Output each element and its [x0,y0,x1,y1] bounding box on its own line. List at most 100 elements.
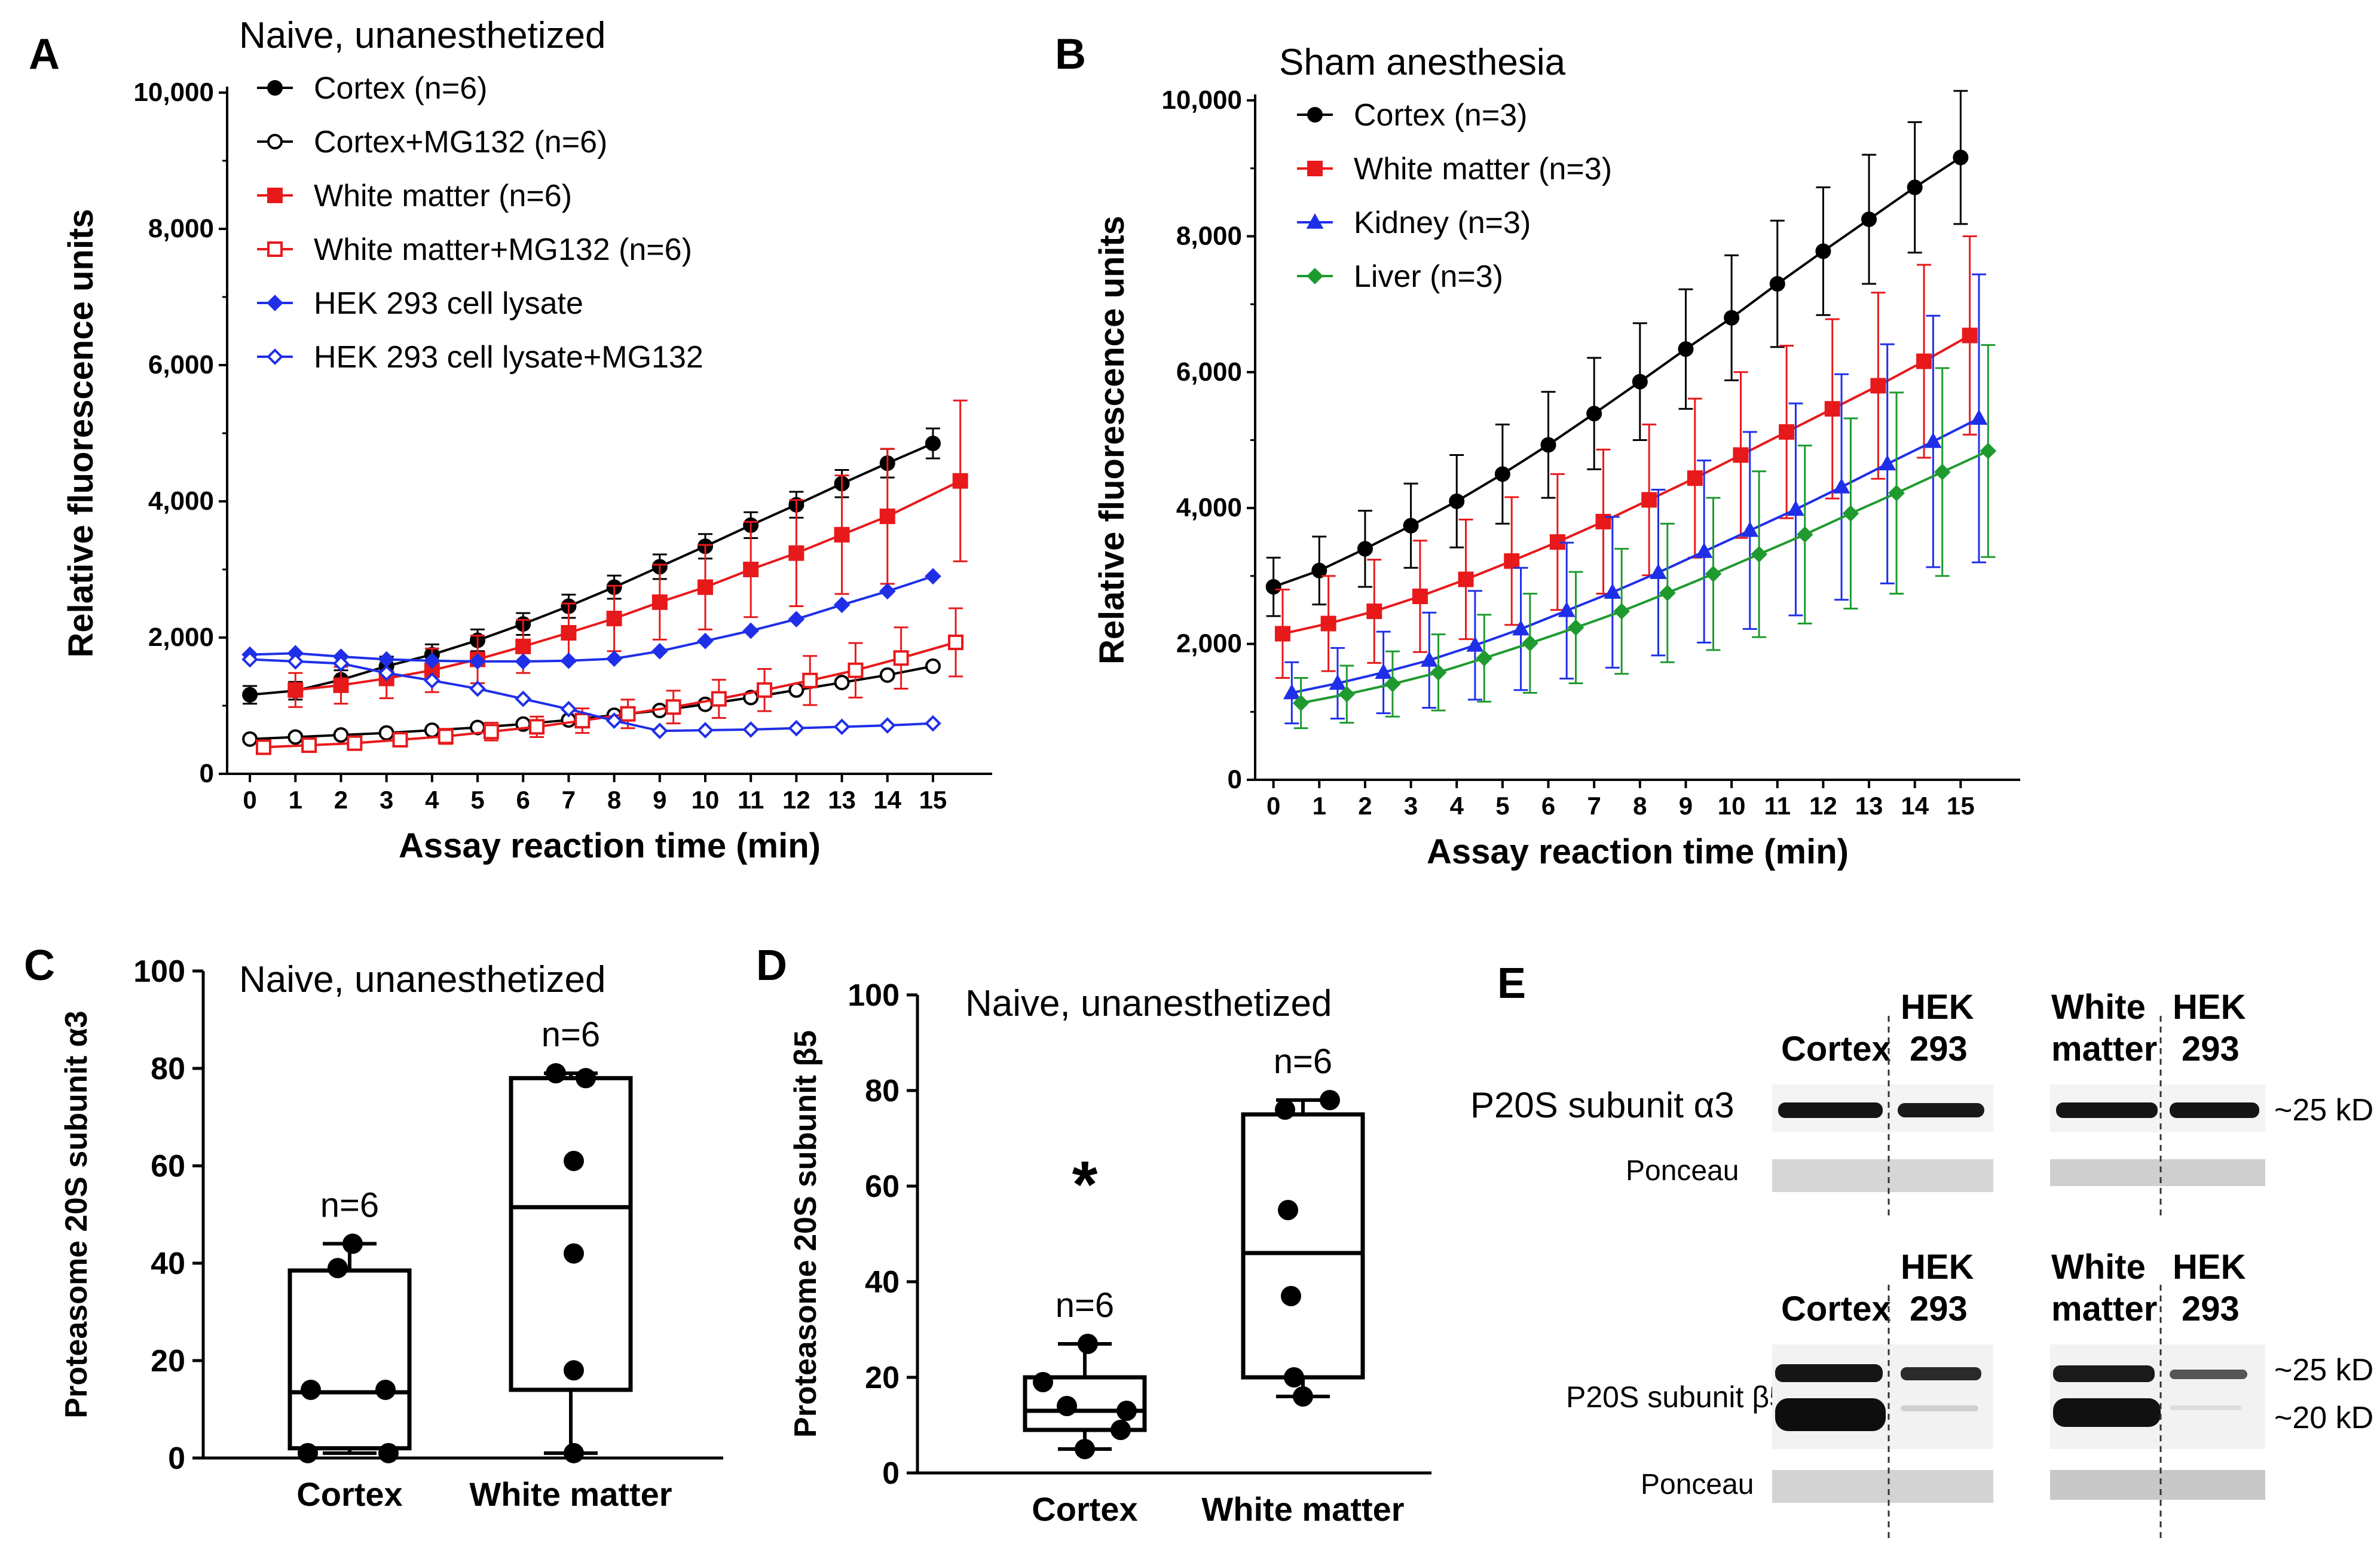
legend-marker [1306,213,1324,229]
n-label: n=6 [320,1186,379,1224]
x-tick-label: 9 [653,786,666,814]
data-point [1357,541,1373,557]
x-tick-label: 3 [1404,792,1418,820]
x-tick-label: 1 [289,786,302,814]
data-point [1466,636,1484,652]
data-point [1650,563,1667,580]
y-tick-label: 40 [151,1246,185,1281]
y-tick-label: 80 [865,1074,900,1108]
y-tick-label: 6,000 [148,350,214,379]
data-point [1787,500,1804,516]
y-tick-label: 8,000 [1176,221,1242,250]
data-point [1504,553,1520,569]
blot1-header-hek-line1: HEK [1901,988,1974,1027]
blot4-band-white-20kd [2053,1398,2161,1427]
x-tick-label: 14 [873,786,901,814]
data-point [952,473,968,489]
data-point [347,735,363,751]
data-point [1430,664,1447,681]
y-tick-label: 60 [865,1169,900,1204]
x-tick-label: 6 [1541,792,1555,820]
y-axis-label: Proteasome 20S subunit α3 [59,1010,94,1418]
x-tick-label: 6 [516,786,530,814]
chart-title: Naive, unanesthetized [965,983,1332,1024]
x-tick-label: 9 [1679,792,1693,820]
series-line [1301,449,1989,705]
data-point [605,712,623,729]
chart-title: Sham anesthesia [1279,42,1566,83]
data-point [1320,1090,1340,1110]
data-point [342,1233,363,1254]
data-point [1476,650,1493,667]
y-tick-label: 8,000 [148,214,214,243]
data-point [893,650,909,666]
data-point [378,664,395,682]
data-point [1751,546,1767,563]
y-tick-label: 100 [133,954,185,989]
blot3-band-hek-20kd [1901,1405,1978,1411]
blot3-band-cortex-25kd [1775,1364,1883,1382]
data-point [1724,310,1740,326]
blot4-band-white-25kd [2053,1365,2155,1382]
data-point [925,568,941,585]
y-tick-label: 2,000 [148,623,214,652]
data-point [424,652,440,669]
blot4-header-hek-line1: HEK [2173,1248,2246,1287]
chart-title: Naive, unanesthetized [239,15,606,56]
data-point [1522,635,1538,652]
legend-marker [267,348,283,365]
legend-marker [1307,107,1323,122]
data-point [392,732,408,748]
y-tick-label: 40 [865,1265,900,1300]
legend-marker [267,241,283,257]
series-kidney-n-3 [1283,273,1988,725]
data-point [378,1442,399,1463]
data-point [651,722,668,740]
data-point [1420,651,1438,667]
data-point [1953,149,1969,166]
data-point [697,722,714,739]
data-point [834,675,850,691]
blot3-header-hek-line2: 293 [1910,1289,1968,1328]
data-point [833,718,851,736]
y-tick-label: 0 [882,1456,900,1491]
blot3-header-hek-line1: HEK [1901,1248,1974,1287]
data-point [925,658,941,674]
data-point [375,1379,396,1400]
legend-label: White matter+MG132 (n=6) [314,232,692,267]
blot3-header-cortex: Cortex [1781,1289,1891,1328]
data-point [328,1258,348,1279]
data-point [1540,437,1556,453]
blot4-band-hek-25kd [2170,1370,2247,1379]
box [1241,1112,1365,1380]
blot3-band-hek-25kd [1901,1367,1981,1380]
y-axis-label: Relative fluorescence units [1093,216,1131,664]
data-point [1293,1386,1313,1407]
data-point [287,682,304,698]
data-point [788,611,805,628]
data-point [1833,477,1850,494]
data-point [1384,675,1401,693]
legend-label: HEK 293 cell lysate+MG132 [314,340,703,375]
series-hek-293-cell-lysate-mg132 [241,651,941,740]
series-line [1272,156,1962,588]
x-tick-label: 15 [1947,792,1975,820]
data-point [1907,179,1923,195]
data-point [469,653,486,670]
data-point [1078,1334,1098,1354]
data-point [879,583,896,600]
data-point [242,731,258,747]
data-point [564,1243,584,1264]
y-tick-label: 4,000 [148,486,214,516]
data-point [483,724,499,740]
y-tick-label: 10,000 [133,78,214,107]
legend-marker [1307,161,1323,176]
data-point [1705,565,1722,583]
data-point [848,662,864,678]
blot2-header-white-line2: matter [2051,1030,2157,1068]
data-point [757,682,773,698]
data-point [743,562,759,577]
x-axis-label: Assay reaction time (min) [1427,832,1849,871]
data-point [301,737,317,754]
